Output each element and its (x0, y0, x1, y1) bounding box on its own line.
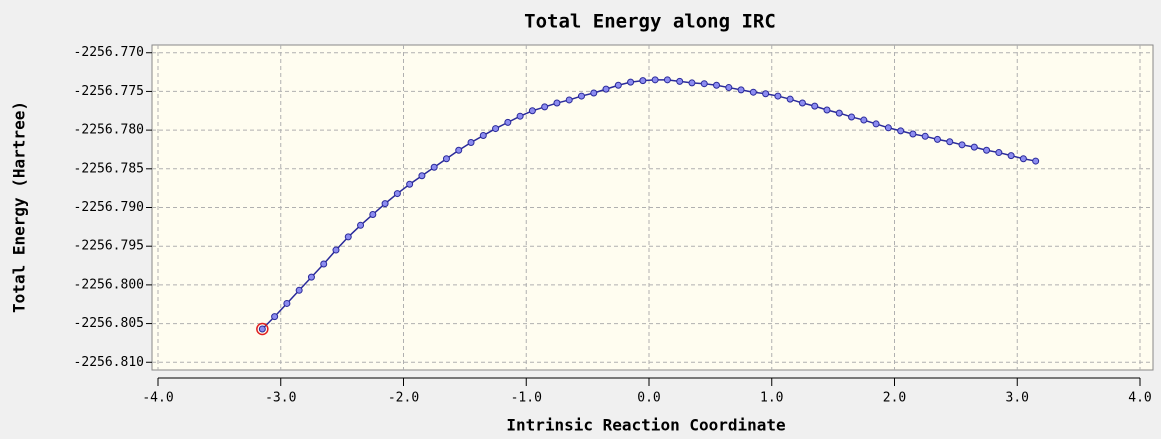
point (713, 81, 721, 89)
point (749, 88, 757, 96)
point (958, 141, 966, 149)
point (627, 78, 635, 86)
y-tick-label: -2256.780 (74, 123, 144, 138)
point (835, 109, 843, 117)
point (528, 107, 536, 115)
point (590, 89, 598, 97)
point (933, 135, 941, 143)
point (614, 81, 622, 89)
point (577, 92, 585, 100)
point (295, 286, 303, 294)
point (639, 77, 647, 85)
y-tick-label: -2256.810 (74, 355, 144, 370)
point (688, 79, 696, 87)
point (897, 127, 905, 135)
y-tick-label: -2256.795 (74, 239, 144, 254)
point (725, 84, 733, 92)
point (909, 130, 917, 138)
x-tick-label: -3.0 (265, 391, 296, 406)
point (762, 90, 770, 98)
point (676, 77, 684, 85)
point (332, 246, 340, 254)
point (651, 76, 659, 84)
y-tick-label: -2256.785 (74, 161, 144, 176)
point (774, 92, 782, 100)
point (271, 313, 279, 321)
x-tick-label: 2.0 (883, 391, 906, 406)
point (258, 325, 266, 333)
x-axis-label: Intrinsic Reaction Coordinate (506, 416, 785, 435)
point (921, 132, 929, 140)
x-tick-label: 4.0 (1128, 391, 1151, 406)
y-axis-label: Total Energy (Hartree) (10, 101, 29, 313)
series-line (261, 79, 1036, 330)
point (381, 200, 389, 208)
x-tick-label: -4.0 (142, 391, 173, 406)
point (479, 132, 487, 140)
point (455, 146, 463, 154)
point (848, 113, 856, 121)
x-tick-label: 0.0 (637, 391, 660, 406)
point (418, 172, 426, 180)
point (442, 155, 450, 163)
point (369, 210, 377, 218)
point (1032, 157, 1040, 165)
point (344, 233, 352, 241)
point (393, 190, 401, 198)
chart-title: Total Energy along IRC (524, 11, 776, 33)
point (406, 180, 414, 188)
point (1007, 152, 1015, 160)
point (565, 96, 573, 104)
point (700, 80, 708, 88)
y-tick-label: -2256.770 (74, 45, 144, 60)
point (737, 86, 745, 94)
point (283, 299, 291, 307)
y-tick-label: -2256.800 (74, 277, 144, 292)
point (430, 163, 438, 171)
point (516, 112, 524, 120)
point (541, 103, 549, 111)
point (983, 146, 991, 154)
y-tick-label: -2256.790 (74, 200, 144, 215)
point (467, 139, 475, 146)
point (492, 125, 500, 133)
point (872, 120, 880, 128)
y-tick-label: -2256.775 (74, 84, 144, 99)
y-tick-label: -2256.805 (74, 316, 144, 331)
point (798, 99, 806, 107)
point (307, 273, 315, 281)
point (602, 85, 610, 93)
point (995, 149, 1003, 157)
point (860, 116, 868, 124)
point (811, 102, 819, 110)
point (504, 118, 512, 126)
point (946, 138, 954, 146)
point (663, 76, 671, 84)
x-tick-label: 1.0 (760, 391, 783, 406)
point (553, 99, 561, 107)
point (357, 221, 365, 229)
point (970, 143, 978, 151)
point (320, 260, 328, 268)
point (1019, 155, 1027, 163)
point (884, 124, 892, 132)
point (786, 95, 794, 103)
point (823, 106, 831, 114)
x-tick-label: 3.0 (1006, 391, 1029, 406)
highlight-ring (256, 322, 269, 336)
x-tick-label: -1.0 (511, 391, 542, 406)
x-tick-label: -2.0 (388, 391, 419, 406)
